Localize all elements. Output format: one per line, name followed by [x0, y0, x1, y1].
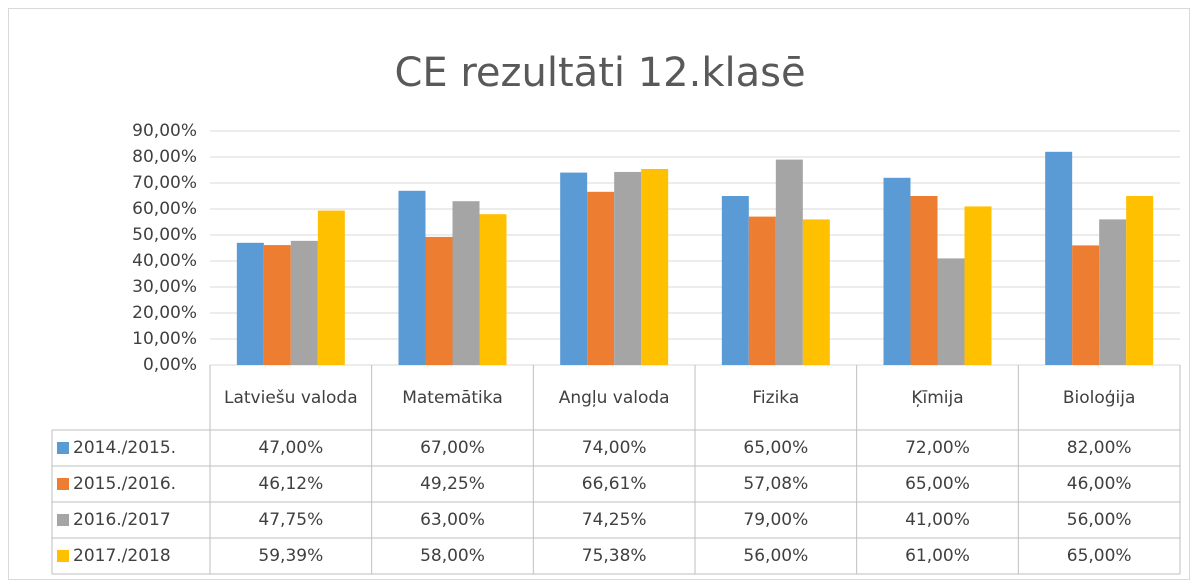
table-value: 59,39%	[258, 546, 323, 566]
y-tick-label: 90,00%	[132, 121, 197, 141]
bar	[1072, 245, 1100, 365]
bar	[425, 236, 453, 365]
table-value: 41,00%	[905, 510, 970, 530]
y-tick-label: 60,00%	[132, 199, 197, 219]
bar	[587, 191, 615, 365]
bar	[290, 240, 318, 365]
legend-swatch	[57, 478, 69, 490]
legend-label: 2016./2017	[73, 510, 171, 530]
category-label: Bioloģija	[1062, 387, 1136, 408]
table-value: 74,25%	[582, 510, 647, 530]
category-label: Matemātika	[402, 387, 503, 408]
table-value: 46,12%	[258, 474, 323, 494]
bar	[317, 210, 345, 365]
table-value: 47,75%	[258, 510, 323, 530]
table-value: 67,00%	[420, 438, 485, 458]
legend-swatch	[57, 550, 69, 562]
bar	[937, 258, 965, 365]
table-value: 66,61%	[582, 474, 647, 494]
table-value: 74,00%	[582, 438, 647, 458]
table-value: 58,00%	[420, 546, 485, 566]
bar	[721, 196, 749, 365]
bar	[748, 216, 776, 365]
legend-swatch	[57, 514, 69, 526]
bar	[802, 219, 830, 365]
bar	[479, 214, 507, 365]
bar	[560, 172, 588, 365]
legend-label: 2015./2016.	[73, 474, 176, 494]
bar	[775, 159, 803, 365]
table-value: 65,00%	[905, 474, 970, 494]
category-label: Fizika	[752, 387, 800, 408]
legend-label: 2017./2018	[73, 546, 171, 566]
y-tick-label: 70,00%	[132, 173, 197, 193]
category-label: Angļu valoda	[558, 387, 670, 408]
category-label: Latviešu valoda	[224, 387, 358, 408]
bar	[398, 190, 426, 365]
y-tick-label: 0,00%	[143, 355, 197, 375]
table-value: 49,25%	[420, 474, 485, 494]
table-value: 65,00%	[743, 438, 808, 458]
table-value: 65,00%	[1067, 546, 1132, 566]
bar	[452, 201, 480, 365]
table-value: 46,00%	[1067, 474, 1132, 494]
table-value: 82,00%	[1067, 438, 1132, 458]
table-value: 56,00%	[743, 546, 808, 566]
table-value: 75,38%	[582, 546, 647, 566]
legend-swatch	[57, 442, 69, 454]
category-label: Ķīmija	[911, 387, 964, 408]
table-value: 56,00%	[1067, 510, 1132, 530]
table-value: 72,00%	[905, 438, 970, 458]
bar	[883, 177, 911, 365]
y-tick-label: 20,00%	[132, 303, 197, 323]
y-tick-label: 30,00%	[132, 277, 197, 297]
y-tick-label: 40,00%	[132, 251, 197, 271]
table-value: 47,00%	[258, 438, 323, 458]
bar	[1099, 219, 1127, 365]
bar	[964, 206, 992, 365]
table-value: 61,00%	[905, 546, 970, 566]
bar	[1045, 151, 1073, 365]
bar	[1126, 196, 1154, 365]
bar	[614, 171, 642, 365]
y-tick-label: 50,00%	[132, 225, 197, 245]
bar	[236, 242, 264, 365]
legend-label: 2014./2015.	[73, 438, 176, 458]
bar	[641, 169, 669, 365]
y-tick-label: 10,00%	[132, 329, 197, 349]
bar	[263, 245, 291, 365]
table-value: 63,00%	[420, 510, 485, 530]
chart-title: CE rezultāti 12.klasē	[394, 50, 805, 96]
table-value: 57,08%	[743, 474, 808, 494]
table-value: 79,00%	[743, 510, 808, 530]
y-tick-label: 80,00%	[132, 147, 197, 167]
bar	[910, 196, 938, 365]
